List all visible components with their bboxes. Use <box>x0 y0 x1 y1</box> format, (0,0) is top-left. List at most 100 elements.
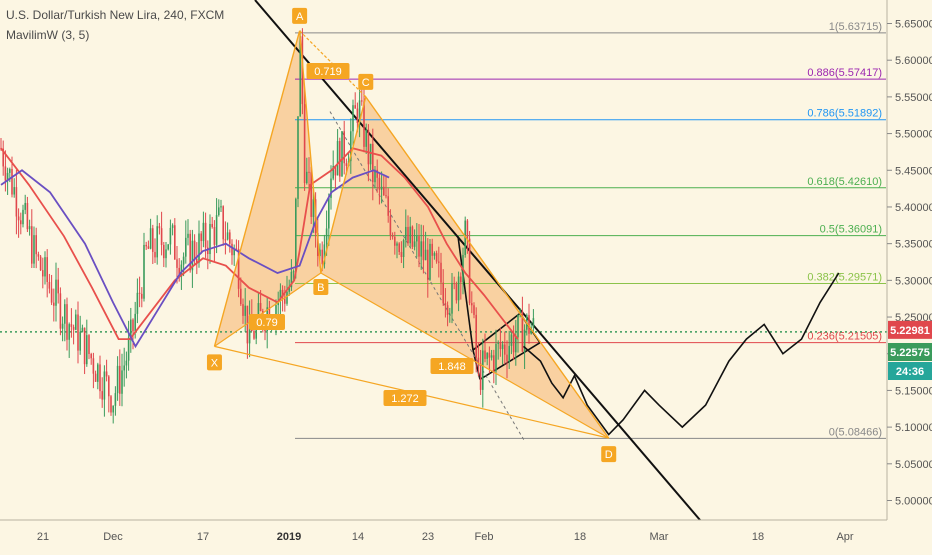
price-candle-203 <box>446 305 449 315</box>
price-candle-49 <box>108 376 110 397</box>
x-tick-label-2: 17 <box>197 531 209 543</box>
price-candle-156 <box>343 131 345 164</box>
price-candle-67 <box>147 246 150 249</box>
price-candle-242 <box>532 318 535 328</box>
price-candle-212 <box>466 220 469 239</box>
price-candle-48 <box>105 371 108 377</box>
price-candle-97 <box>213 227 216 245</box>
price-candle-241 <box>530 327 532 334</box>
price-candle-26 <box>57 279 59 294</box>
price-candle-128 <box>281 289 284 298</box>
price-candle-117 <box>257 303 260 321</box>
price-candle-162 <box>356 108 359 124</box>
price-candle-72 <box>158 226 161 229</box>
drop-line <box>457 236 474 351</box>
price-candle-76 <box>167 244 169 250</box>
price-candle-201 <box>442 282 444 304</box>
price-candle-81 <box>178 267 180 277</box>
price-candle-185 <box>407 226 409 244</box>
price-candle-12 <box>26 202 29 230</box>
price-candle-1 <box>2 148 4 167</box>
price-candle-219 <box>482 350 484 390</box>
fib-label-0: 1(5.63715) <box>829 21 882 33</box>
price-candle-147 <box>323 244 326 265</box>
price-candle-206 <box>453 283 455 285</box>
fib-label-5: 0.382(5.29571) <box>807 271 882 283</box>
price-candle-112 <box>246 305 249 344</box>
price-candle-131 <box>288 287 290 292</box>
price-candle-6 <box>13 187 15 195</box>
pattern-point-x-bg <box>206 354 222 371</box>
price-candle-11 <box>24 202 26 210</box>
y-tick-label-6: 5.35000 <box>895 239 932 251</box>
x-tick-label-7: 18 <box>574 531 586 543</box>
price-candle-8 <box>17 216 20 221</box>
pattern-point-a-bg <box>292 7 308 24</box>
price-candle-204 <box>449 313 451 315</box>
price-candle-228 <box>501 344 504 350</box>
price-candle-194 <box>427 249 429 280</box>
price-candle-108 <box>237 249 240 289</box>
price-candle-55 <box>121 370 123 394</box>
price-candle-66 <box>145 244 147 247</box>
price-candle-37 <box>81 327 84 332</box>
y-tick-label-4: 5.45000 <box>895 165 932 177</box>
price-candle-170 <box>374 169 376 183</box>
price-candle-54 <box>119 365 121 394</box>
price-candle-19 <box>42 270 44 277</box>
price-candle-34 <box>75 314 77 330</box>
y-tick-label-2: 5.55000 <box>895 92 932 104</box>
pattern-ratio-0-bg <box>306 63 350 79</box>
price-candle-160 <box>352 105 354 132</box>
price-candle-129 <box>284 297 286 304</box>
price-candle-14 <box>31 226 33 264</box>
price-candle-13 <box>28 226 31 230</box>
price-candle-192 <box>422 241 425 261</box>
price-candle-125 <box>275 305 277 321</box>
price-candle-139 <box>306 171 308 184</box>
price-candle-17 <box>37 254 40 257</box>
price-candle-102 <box>224 239 227 241</box>
price-candle-222 <box>488 352 491 358</box>
price-candle-39 <box>86 335 88 365</box>
price-candle-86 <box>189 233 191 271</box>
x-tick-label-3: 2019 <box>277 531 301 543</box>
price-candle-215 <box>473 305 475 315</box>
price-candle-71 <box>156 226 158 258</box>
fib-label-2: 0.786(5.51892) <box>807 108 882 120</box>
price-candle-65 <box>143 244 145 299</box>
ma-red-line <box>0 147 519 341</box>
price-candle-87 <box>191 240 194 271</box>
price-candle-240 <box>528 315 530 334</box>
price-candle-217 <box>477 357 480 364</box>
price-candle-104 <box>229 232 231 244</box>
y-tick-label-5: 5.40000 <box>895 202 932 214</box>
price-candle-164 <box>361 100 363 102</box>
price-candle-138 <box>303 104 306 184</box>
y-tick-label-12: 5.05000 <box>895 459 932 471</box>
price-candle-142 <box>312 199 315 217</box>
pattern-ratio-0: 0.719 <box>314 66 342 78</box>
price-candle-183 <box>402 240 405 257</box>
price-candle-2 <box>4 166 7 181</box>
price-candle-85 <box>187 233 189 238</box>
price-candle-82 <box>180 264 183 277</box>
pattern-point-a: A <box>296 11 304 23</box>
pattern-point-d-bg <box>601 446 617 463</box>
price-candle-180 <box>396 243 398 246</box>
timer-badge: 24:36 <box>896 366 924 378</box>
ma-purple-line <box>0 169 390 349</box>
price-candle-22 <box>48 281 51 289</box>
price-candle-175 <box>385 195 387 197</box>
price-candle-151 <box>332 165 334 179</box>
timer-badge-bg <box>888 362 932 380</box>
price-candle-27 <box>59 293 62 329</box>
price-candle-234 <box>515 337 517 353</box>
indicator-label: MavilimW (3, 5) <box>6 28 90 42</box>
price-candle-68 <box>149 228 152 249</box>
price-candle-197 <box>433 253 436 256</box>
pattern-ratio-2: 1.848 <box>438 361 466 373</box>
y-tick-label-10: 5.15000 <box>895 385 932 397</box>
